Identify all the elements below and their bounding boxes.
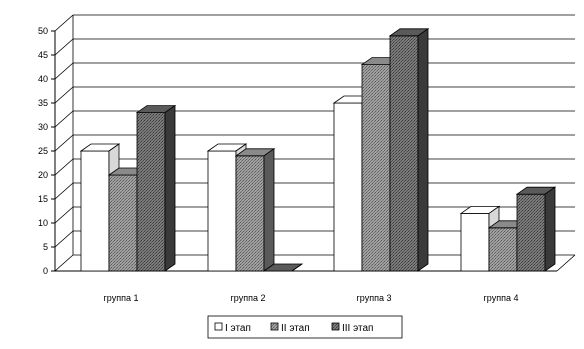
bar-front (361, 64, 391, 272)
grid-diagonal (54, 182, 74, 200)
grid-diagonal (54, 158, 74, 176)
y-tick-label: 45 (38, 50, 48, 60)
bar-layer (79, 28, 557, 272)
bar-side (263, 148, 275, 272)
bar-side (164, 104, 176, 272)
x-category-label: группа 4 (484, 293, 519, 303)
grid-diagonal (54, 38, 74, 56)
y-tick-label: 35 (38, 98, 48, 108)
bar-side (417, 28, 429, 272)
bar-front (333, 102, 363, 272)
x-category-label: группа 3 (357, 293, 392, 303)
floor-edge (556, 254, 576, 272)
grid-diagonal (54, 254, 74, 272)
label-layer: 0 5 10 15 20 25 30 35 40 45 50 группа 1 группа 2 груп… (38, 26, 518, 303)
x-category-label: группа 2 (231, 293, 266, 303)
y-tick-label: 25 (38, 146, 48, 156)
bar-front (516, 193, 546, 272)
legend-box (207, 315, 403, 339)
legend-label: III этап (342, 323, 373, 334)
bar-front (389, 35, 419, 272)
y-tick-label: 20 (38, 170, 48, 180)
y-tick-label: 50 (38, 26, 48, 36)
bar-front (460, 212, 490, 272)
bar-front (108, 174, 138, 272)
y-tick-label: 30 (38, 122, 48, 132)
legend-swatch (331, 322, 340, 331)
legend-label: II этап (281, 323, 310, 334)
legend-label: I этап (225, 323, 251, 334)
y-tick-label: 5 (43, 242, 48, 252)
legend: I этап II этап III этап (207, 315, 403, 339)
y-tick-label: 0 (43, 266, 48, 276)
grid-diagonal (54, 110, 74, 128)
y-tick-label: 15 (38, 194, 48, 204)
y-tick-label: 40 (38, 74, 48, 84)
grid-diagonal (54, 62, 74, 80)
bar-side (291, 263, 303, 272)
legend-swatch (270, 322, 279, 331)
y-tick-label: 10 (38, 218, 48, 228)
bar-front (207, 150, 237, 272)
grid-diagonal (54, 134, 74, 152)
bar-front (235, 155, 265, 272)
grid-diagonal (54, 230, 74, 248)
grid-diagonal (54, 206, 74, 224)
grid-diagonal (54, 14, 74, 32)
grid-diagonal (54, 86, 74, 104)
bar-front (136, 112, 166, 272)
bar-side (544, 186, 556, 272)
x-category-label: группа 1 (104, 293, 139, 303)
bar-front (80, 150, 110, 272)
legend-swatch (214, 322, 223, 331)
bar-front (488, 227, 518, 272)
